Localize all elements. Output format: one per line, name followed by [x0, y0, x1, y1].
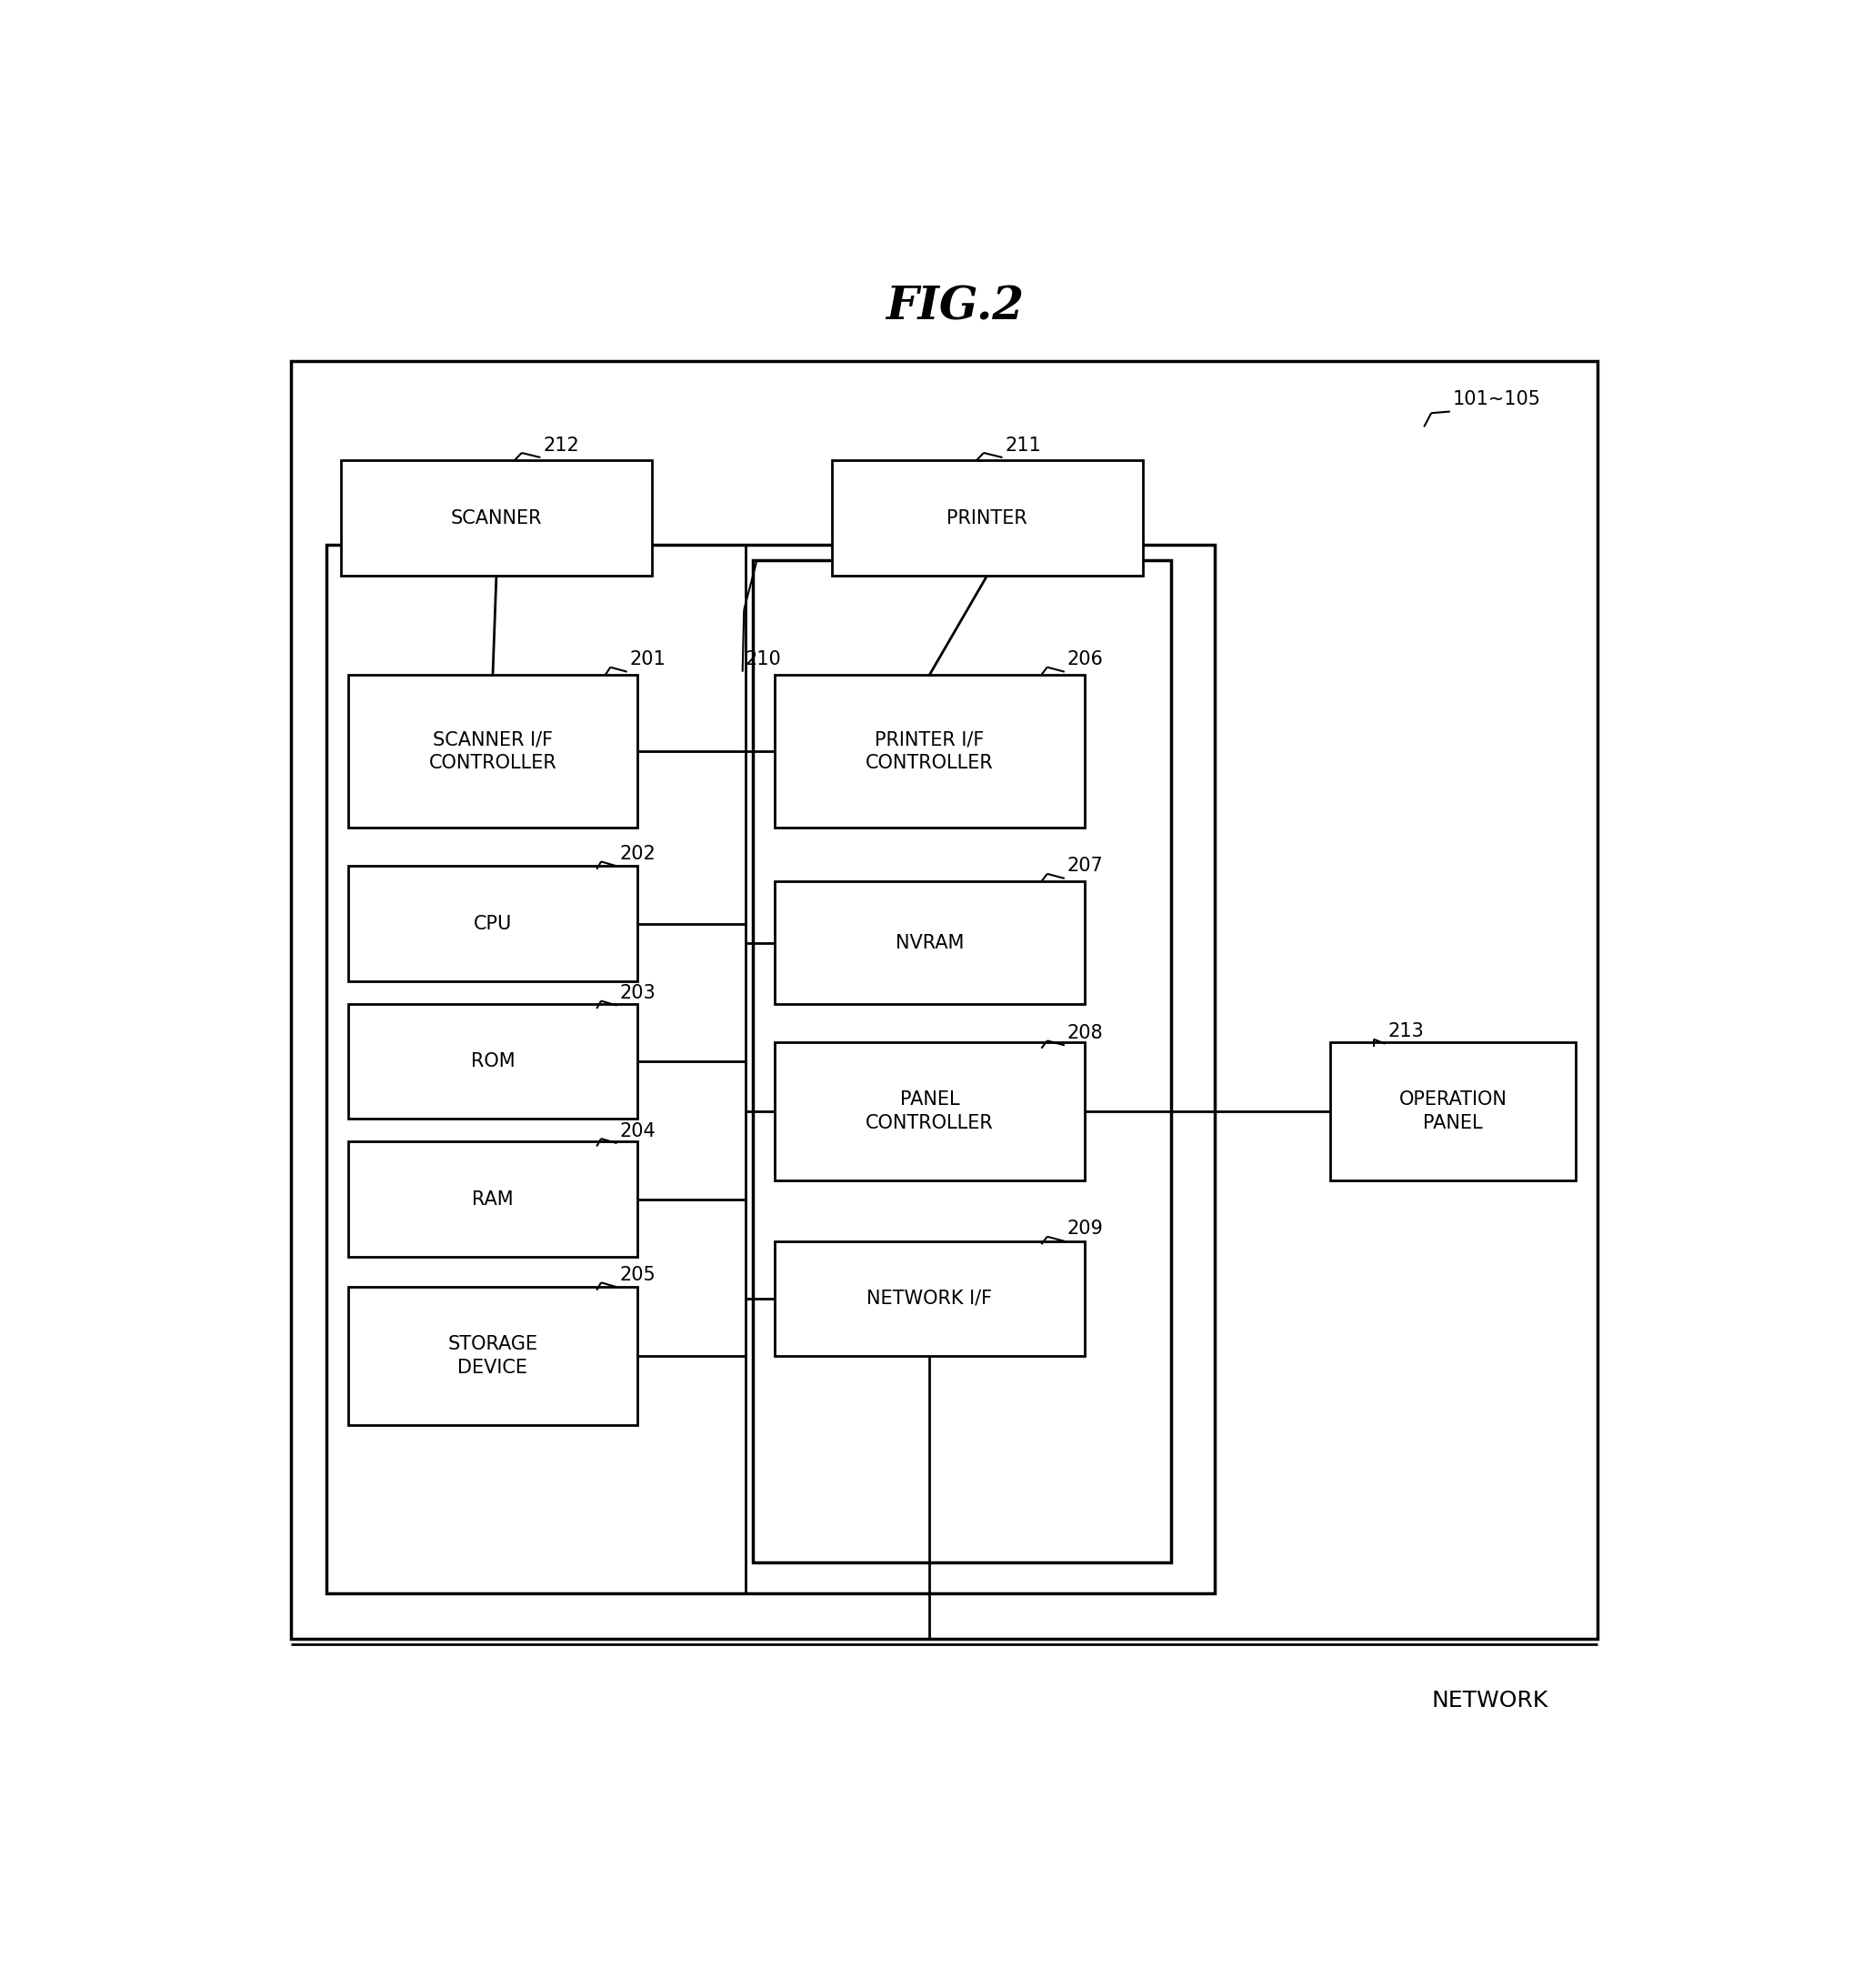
- Text: 204: 204: [620, 1121, 656, 1139]
- Text: PRINTER: PRINTER: [946, 509, 1028, 527]
- Bar: [348, 867, 637, 980]
- Bar: [348, 1141, 637, 1256]
- Text: 201: 201: [630, 650, 667, 668]
- Text: 202: 202: [620, 845, 656, 863]
- Text: 208: 208: [1067, 1024, 1103, 1042]
- Text: PANEL
CONTROLLER: PANEL CONTROLLER: [866, 1089, 993, 1131]
- Bar: [1330, 1042, 1576, 1181]
- Bar: [775, 1042, 1084, 1181]
- Text: STORAGE
DEVICE: STORAGE DEVICE: [447, 1336, 538, 1378]
- Bar: [348, 1004, 637, 1119]
- Text: 209: 209: [1067, 1221, 1103, 1239]
- Bar: [833, 461, 1142, 575]
- Text: 207: 207: [1067, 857, 1103, 875]
- Text: PRINTER I/F
CONTROLLER: PRINTER I/F CONTROLLER: [866, 732, 993, 771]
- Bar: [775, 1241, 1084, 1356]
- Bar: [291, 362, 1597, 1640]
- Text: FIG.2: FIG.2: [885, 284, 1025, 330]
- Bar: [348, 674, 637, 827]
- Text: 213: 213: [1388, 1022, 1423, 1040]
- Text: NVRAM: NVRAM: [896, 934, 963, 952]
- Text: SCANNER: SCANNER: [451, 509, 542, 527]
- Bar: [348, 1286, 637, 1425]
- Text: ROM: ROM: [471, 1052, 514, 1070]
- Text: 101∼105: 101∼105: [1453, 390, 1541, 408]
- Text: 212: 212: [544, 435, 579, 455]
- Text: 205: 205: [620, 1266, 656, 1284]
- Text: CPU: CPU: [473, 914, 512, 932]
- Text: OPERATION
PANEL: OPERATION PANEL: [1399, 1089, 1507, 1131]
- Bar: [326, 545, 1215, 1592]
- Text: NETWORK I/F: NETWORK I/F: [866, 1290, 993, 1308]
- Text: SCANNER I/F
CONTROLLER: SCANNER I/F CONTROLLER: [428, 732, 557, 771]
- Bar: [753, 561, 1172, 1563]
- Text: RAM: RAM: [471, 1191, 514, 1209]
- Text: 203: 203: [620, 984, 656, 1002]
- Text: 211: 211: [1006, 435, 1041, 455]
- Text: 206: 206: [1067, 650, 1103, 668]
- Bar: [341, 461, 652, 575]
- Text: 210: 210: [745, 650, 782, 668]
- Bar: [775, 881, 1084, 1004]
- Text: NETWORK: NETWORK: [1431, 1690, 1548, 1712]
- Bar: [775, 674, 1084, 827]
